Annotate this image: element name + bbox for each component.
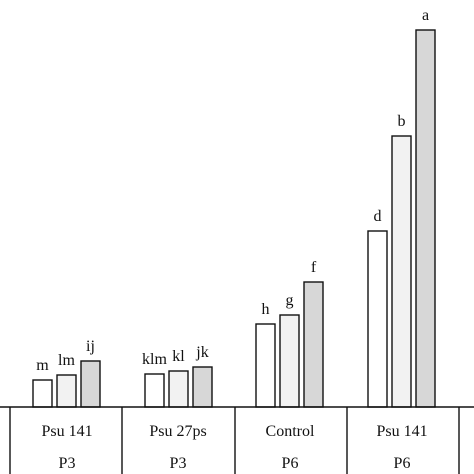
category-sublabel: P3	[170, 455, 187, 472]
bar-g2-s2	[303, 281, 324, 408]
bar-g0-s2	[80, 360, 101, 408]
significance-label: ij	[86, 338, 95, 355]
significance-label: h	[262, 301, 270, 318]
category-labels-layer: Psu 141 P3 Psu 27ps P3 Control P6 Psu 141 P6	[41, 423, 427, 472]
category-label: Psu 141	[376, 423, 427, 440]
bar-g0-s1	[56, 374, 77, 408]
bar-g3-s2	[415, 29, 436, 408]
bars-layer	[32, 29, 436, 408]
significance-label: kl	[172, 348, 185, 365]
bar-g1-s2	[192, 366, 213, 408]
significance-label: f	[311, 259, 317, 276]
category-label: Control	[266, 423, 315, 440]
bar-g2-s0	[255, 323, 276, 408]
category-sublabel: P6	[394, 455, 411, 472]
significance-label: lm	[58, 352, 75, 369]
category-label: Psu 141	[41, 423, 92, 440]
bar-g2-s1	[279, 314, 300, 408]
bar-g0-s0	[32, 379, 53, 408]
significance-label: d	[374, 208, 382, 225]
significance-label: klm	[142, 351, 167, 368]
bar-g1-s1	[168, 370, 189, 408]
bar-g3-s0	[367, 230, 388, 408]
category-dividers-layer	[9, 407, 460, 474]
category-label: Psu 27ps	[149, 423, 206, 440]
significance-label: g	[286, 292, 294, 309]
significance-label: a	[422, 7, 429, 24]
bar-g3-s1	[391, 135, 412, 408]
significance-label: b	[398, 113, 406, 130]
category-sublabel: P3	[59, 455, 76, 472]
significance-label: m	[36, 357, 49, 374]
significance-label: jk	[195, 344, 208, 361]
category-sublabel: P6	[282, 455, 299, 472]
bar-g1-s0	[144, 373, 165, 408]
